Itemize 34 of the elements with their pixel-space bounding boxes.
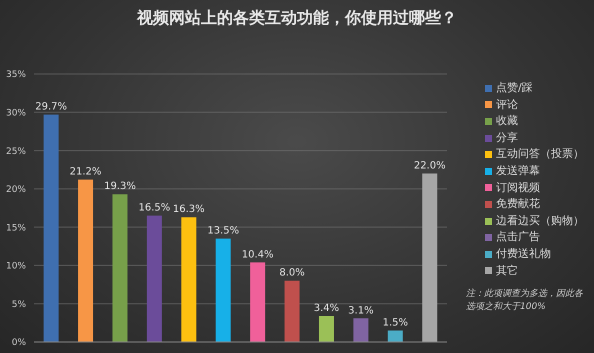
data-label: 22.0% (414, 160, 446, 172)
data-label: 21.2% (70, 166, 102, 178)
data-label: 13.5% (207, 226, 240, 237)
legend-label: 发送弹幕 (496, 162, 540, 179)
y-tick-label: 25% (6, 146, 26, 157)
y-tick-label: 20% (6, 185, 26, 196)
legend-label: 点赞/踩 (496, 80, 533, 96)
chart-title: 视频网站上的各类互动功能，你使用过哪些？ (136, 8, 458, 29)
legend-label: 分享 (496, 130, 518, 146)
y-tick-label: 35% (6, 70, 26, 80)
data-label: 19.3% (104, 181, 136, 192)
y-tick-label: 30% (6, 108, 26, 118)
y-tick-label: 5% (12, 300, 26, 310)
data-label: 16.5% (138, 202, 170, 214)
legend-label: 付费送礼物 (496, 246, 551, 262)
legend-label: 其它 (496, 262, 518, 279)
legend-label: 收藏 (496, 113, 518, 130)
data-label: 16.3% (172, 204, 205, 216)
data-label: 29.7% (35, 102, 68, 113)
y-tick-label: 0% (12, 338, 26, 348)
data-label: 8.0% (279, 268, 305, 279)
legend-label: 评论 (496, 96, 518, 113)
data-label: 1.5% (382, 318, 408, 329)
text: 注：此项调查为多选，因此各选项之和大于100% (466, 288, 584, 314)
legend-label: 订阅视频 (496, 180, 540, 196)
y-tick-label: 10% (6, 262, 26, 272)
legend-label: 互动问答（投票） (496, 146, 584, 162)
data-label: 3.4% (314, 302, 340, 314)
legend-label: 边看边买（购物） (496, 212, 584, 229)
data-label: 10.4% (242, 249, 274, 260)
data-label: 3.1% (348, 305, 374, 316)
legend-label: 免费献花 (496, 196, 540, 212)
y-tick-label: 15% (6, 223, 26, 234)
legend-label: 点击广告 (496, 229, 540, 246)
